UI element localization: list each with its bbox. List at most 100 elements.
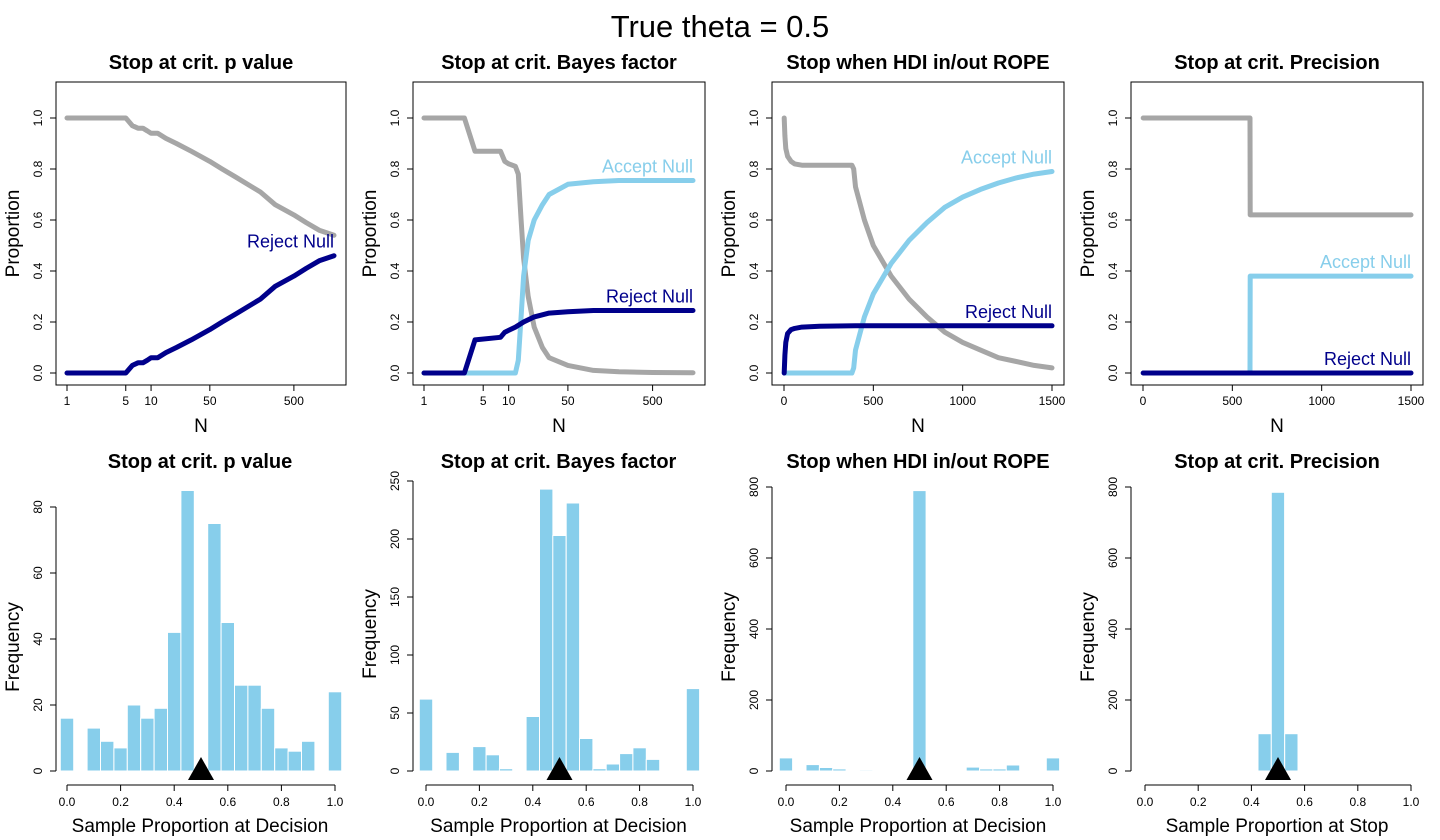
x-axis-label: Sample Proportion at Decision	[72, 816, 329, 837]
y-tick-label: 250	[388, 471, 402, 491]
x-axis-label: N	[1270, 416, 1284, 437]
chart-title: Stop at crit. Bayes factor	[441, 451, 677, 473]
series-label-reject: Reject Null	[606, 287, 693, 307]
y-tick-label: 0.2	[1106, 313, 1120, 330]
histogram-bar	[113, 747, 128, 772]
x-tick-label: 50	[203, 394, 217, 408]
x-tick-label: 1000	[1308, 394, 1335, 408]
series-line-undecided	[1140, 115, 1414, 218]
x-tick-label: 1000	[949, 394, 976, 408]
y-axis-label: Proportion	[719, 190, 740, 278]
histogram-bar	[126, 704, 142, 772]
x-tick-label: 0.6	[938, 795, 955, 809]
x-tick-label: 500	[643, 394, 663, 408]
chart-title: Stop at crit. p value	[109, 52, 293, 74]
x-axis-label: N	[194, 416, 208, 437]
chart-title: Stop when HDI in/out ROPE	[786, 451, 1049, 473]
y-tick-label: 1.0	[747, 109, 761, 126]
y-tick-label: 0.0	[31, 364, 45, 381]
y-tick-label: 60	[31, 566, 45, 580]
histogram-bar	[685, 688, 701, 772]
histogram-bar	[605, 763, 621, 772]
x-tick-label: 1500	[1039, 394, 1066, 408]
histogram-bar	[965, 766, 981, 772]
y-tick-label: 0.4	[31, 262, 45, 279]
y-tick-label: 0.8	[1106, 160, 1120, 177]
x-tick-label: 0.6	[1296, 795, 1313, 809]
y-tick-label: 600	[1106, 548, 1120, 568]
x-tick-label: 0.0	[59, 795, 76, 809]
chart-panel-proportion-1: Stop at crit. p value N Proportion 0.0 0.2 0.…	[3, 52, 347, 437]
histogram-bar	[247, 684, 262, 772]
histogram-bar	[445, 751, 460, 772]
series-line-accept	[421, 178, 696, 376]
x-tick-label: 0	[1140, 394, 1147, 408]
x-tick-label: 50	[561, 394, 575, 408]
y-tick-label: 0.0	[388, 364, 402, 381]
y-tick-label: 1.0	[31, 109, 45, 126]
true-theta-marker	[906, 757, 933, 780]
chart-title: Stop at crit. Bayes factor	[441, 52, 677, 74]
y-tick-label: 0.8	[747, 160, 761, 177]
histogram-bar	[59, 717, 75, 772]
chart-title: Stop at crit. Precision	[1174, 52, 1380, 74]
histogram-bar	[778, 757, 794, 772]
x-tick-label: 0.8	[991, 795, 1008, 809]
y-tick-label: 0.6	[388, 211, 402, 228]
y-tick-label: 0.6	[1106, 211, 1120, 228]
histogram-bar	[832, 768, 847, 772]
x-tick-label: 0.8	[1349, 795, 1366, 809]
x-tick-label: 0.4	[1243, 795, 1260, 809]
true-theta-marker	[1265, 757, 1291, 780]
histogram-bar	[1005, 764, 1021, 772]
x-tick-label: 1.0	[327, 795, 344, 809]
true-theta-marker	[546, 757, 573, 780]
y-tick-label: 1.0	[388, 109, 402, 126]
histogram-bar	[579, 738, 594, 772]
histogram-bar	[287, 750, 303, 772]
histogram-bar	[220, 622, 236, 772]
histogram-bar	[552, 535, 567, 772]
x-tick-label: 0	[781, 394, 788, 408]
histogram-bar	[207, 523, 222, 772]
y-tick-label: 0.4	[1106, 262, 1120, 279]
y-axis-label: Frequency	[1078, 592, 1099, 682]
histogram-bar	[274, 747, 289, 772]
histogram-bar	[979, 768, 994, 772]
histogram-bar	[498, 768, 514, 772]
histogram-bar	[818, 767, 834, 772]
histogram-bar	[1284, 733, 1299, 772]
series-label-accept: Accept Null	[1320, 252, 1411, 272]
chart-title: Stop at crit. Precision	[1174, 451, 1380, 473]
x-tick-label: 10	[144, 394, 158, 408]
y-tick-label: 400	[1106, 619, 1120, 639]
x-axis-label: N	[552, 416, 566, 437]
y-tick-label: 0	[31, 767, 45, 774]
chart-title: Stop when HDI in/out ROPE	[786, 52, 1049, 74]
x-tick-label: 0.2	[112, 795, 129, 809]
figure-title: True theta = 0.5	[611, 9, 830, 44]
x-tick-label: 1.0	[685, 795, 702, 809]
x-tick-label: 5	[480, 394, 487, 408]
x-tick-label: 0.6	[578, 795, 595, 809]
x-tick-label: 0.0	[1137, 795, 1154, 809]
series-line-reject	[421, 308, 696, 376]
histogram-bar	[1045, 757, 1061, 772]
y-tick-label: 400	[747, 619, 761, 639]
chart-panel-proportion-4: Stop at crit. Precision N Proportion 0.0 0.2…	[1078, 52, 1425, 437]
histogram-bar	[180, 490, 195, 772]
y-tick-label: 40	[31, 632, 45, 646]
x-tick-label: 10	[502, 394, 516, 408]
x-axis-label: Sample Proportion at Decision	[430, 816, 687, 837]
x-axis-label: Sample Proportion at Decision	[790, 816, 1047, 837]
histogram-bar	[234, 684, 249, 772]
plot-frame	[1130, 81, 1424, 386]
series-line-undecided	[781, 115, 1055, 371]
histogram-bar	[805, 764, 820, 772]
histogram-bar	[1270, 491, 1286, 772]
x-tick-label: 0.2	[471, 795, 488, 809]
chart-panel-histogram-2: Stop at crit. Bayes factor Sample Proport…	[360, 451, 702, 837]
histogram-bar	[140, 717, 155, 772]
x-tick-label: 1.0	[1045, 795, 1062, 809]
